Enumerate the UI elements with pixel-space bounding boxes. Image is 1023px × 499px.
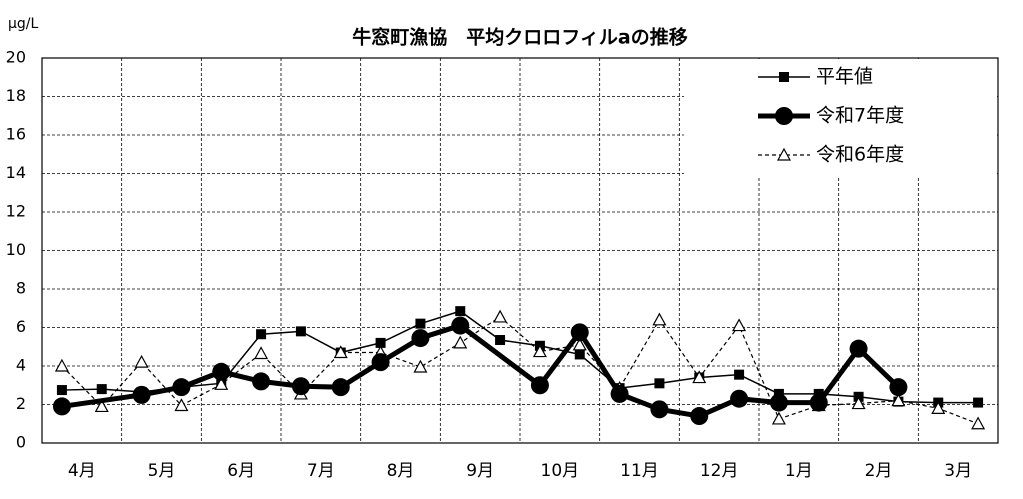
y-tick-label: 18 xyxy=(6,86,26,105)
marker xyxy=(212,362,231,381)
marker xyxy=(652,312,667,326)
x-tick-label: 9月 xyxy=(466,461,494,481)
marker xyxy=(413,359,428,373)
marker xyxy=(650,400,669,419)
marker xyxy=(214,377,229,390)
x-tick-label: 10月 xyxy=(541,461,580,481)
marker xyxy=(411,329,430,348)
y-tick-label: 16 xyxy=(6,125,26,144)
marker xyxy=(574,349,585,360)
legend-label: 平年値 xyxy=(816,66,873,88)
marker xyxy=(295,326,306,337)
marker xyxy=(771,411,786,425)
y-tick-label: 12 xyxy=(6,202,26,221)
marker xyxy=(532,344,547,358)
marker xyxy=(971,416,986,430)
marker xyxy=(451,316,470,335)
x-tick-label: 1月 xyxy=(785,461,813,481)
marker xyxy=(291,377,310,396)
marker xyxy=(252,372,271,391)
marker xyxy=(331,378,350,397)
x-tick-label: 7月 xyxy=(307,461,335,481)
marker xyxy=(769,393,788,412)
marker xyxy=(734,369,745,380)
y-tick-label: 0 xyxy=(16,433,26,452)
marker xyxy=(690,407,709,426)
legend-marker xyxy=(779,72,789,82)
y-tick-label: 8 xyxy=(16,279,26,298)
marker xyxy=(371,353,390,372)
marker xyxy=(692,370,707,384)
legend-label: 令和7年度 xyxy=(816,105,904,127)
marker xyxy=(809,393,828,412)
marker xyxy=(851,396,866,410)
marker xyxy=(931,401,946,414)
legend-label: 令和6年度 xyxy=(816,144,904,166)
y-tick-label: 2 xyxy=(16,394,26,413)
marker xyxy=(891,393,906,407)
chart-title: 牛窓町漁協 平均クロロフィルaの推移 xyxy=(352,26,687,49)
marker xyxy=(849,339,868,358)
x-tick-label: 2月 xyxy=(865,461,893,481)
marker xyxy=(134,354,149,368)
marker xyxy=(570,323,589,342)
marker xyxy=(172,378,191,397)
marker xyxy=(495,335,506,346)
marker xyxy=(96,384,107,395)
marker xyxy=(94,399,109,413)
marker xyxy=(132,385,151,404)
marker xyxy=(610,384,629,403)
marker xyxy=(732,318,747,332)
marker xyxy=(973,397,984,408)
marker xyxy=(333,345,348,359)
marker xyxy=(654,378,665,389)
legend-box xyxy=(684,59,997,176)
marker xyxy=(493,309,508,323)
marker xyxy=(453,335,468,349)
x-tick-label: 4月 xyxy=(68,461,96,481)
legend-marker xyxy=(776,147,792,161)
marker xyxy=(254,346,269,360)
marker xyxy=(730,389,749,408)
y-tick-label: 14 xyxy=(6,163,26,182)
plot-frame xyxy=(41,57,999,444)
marker xyxy=(256,329,267,340)
marker xyxy=(415,318,426,329)
marker xyxy=(375,337,386,348)
marker xyxy=(54,358,69,372)
marker xyxy=(572,337,587,351)
legend-marker xyxy=(775,107,793,125)
marker xyxy=(889,378,908,397)
y-tick-label: 4 xyxy=(16,356,26,375)
marker xyxy=(174,398,189,412)
y-tick-label: 6 xyxy=(16,317,26,336)
marker xyxy=(455,306,466,317)
x-tick-label: 8月 xyxy=(387,461,415,481)
y-tick-label: 20 xyxy=(6,48,26,67)
x-tick-label: 5月 xyxy=(148,461,176,481)
x-tick-label: 11月 xyxy=(620,461,659,481)
x-tick-label: 3月 xyxy=(944,461,972,481)
x-tick-label: 6月 xyxy=(227,461,255,481)
marker xyxy=(530,376,549,395)
marker xyxy=(56,385,67,396)
marker xyxy=(52,397,71,416)
x-tick-label: 12月 xyxy=(700,461,739,481)
y-unit: μg/L xyxy=(8,16,39,32)
y-tick-label: 10 xyxy=(6,240,26,259)
